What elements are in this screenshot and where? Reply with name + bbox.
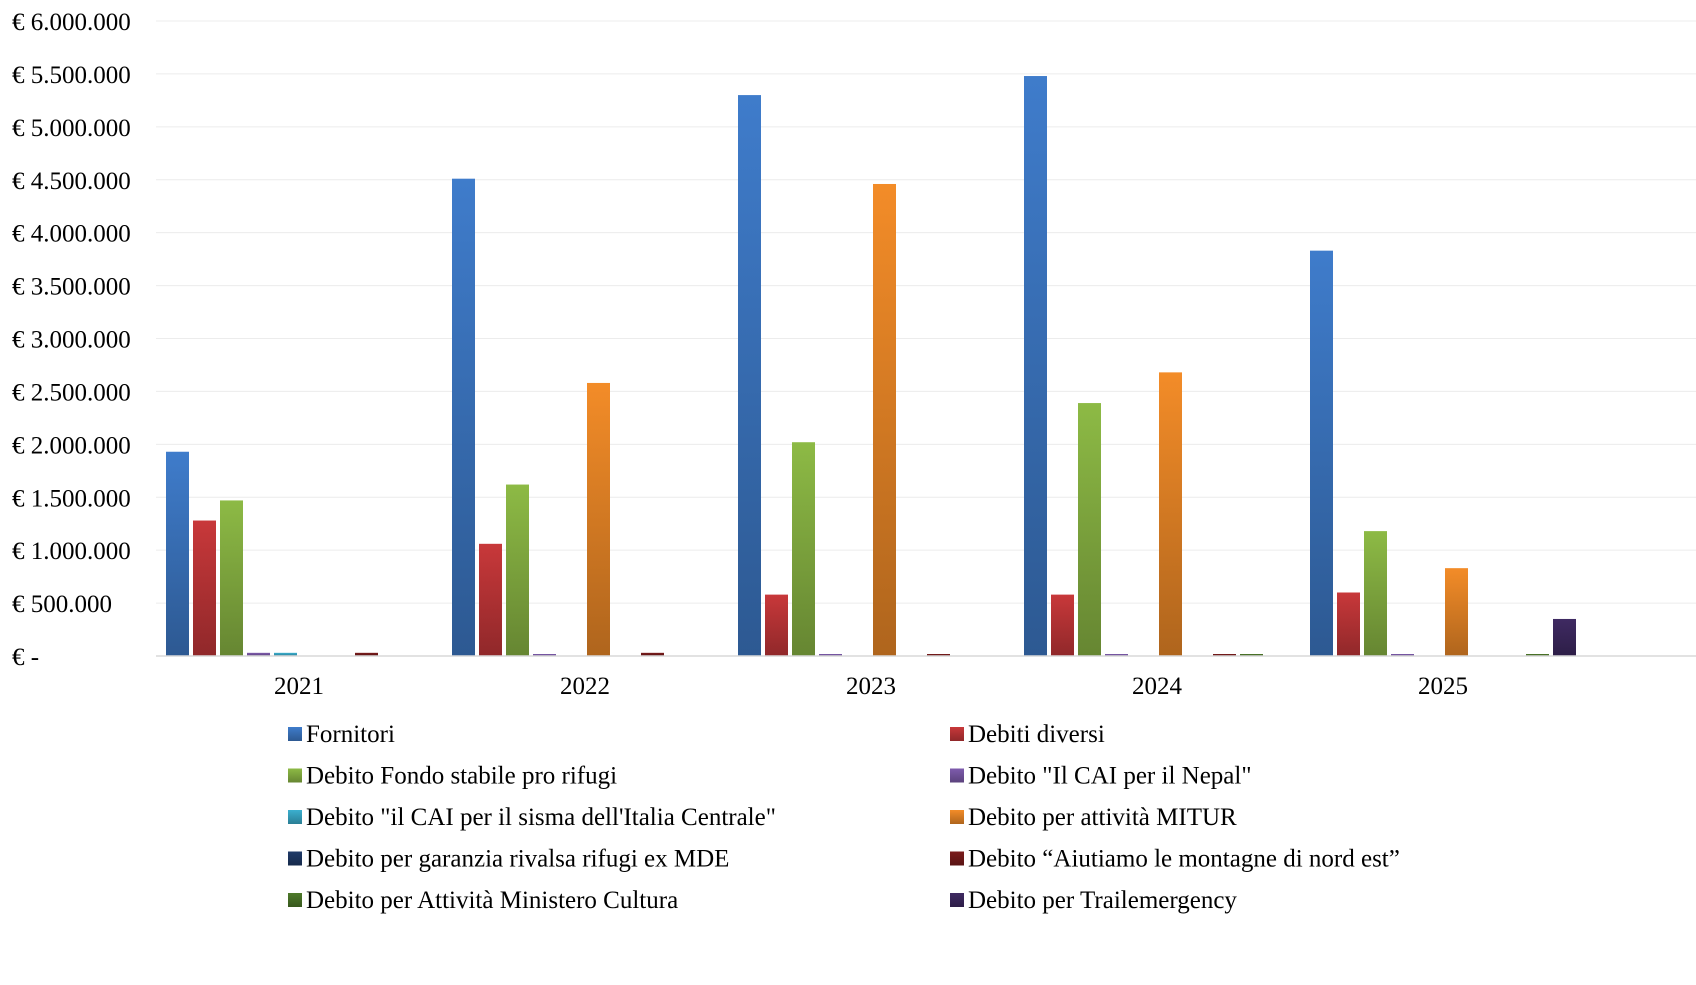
legend-item: Debito per Attività Ministero Cultura: [288, 887, 678, 914]
y-tick-label: € 5.500.000: [12, 62, 131, 89]
bar-2025-series-4: [1391, 654, 1414, 656]
legend-label: Debito per attività MITUR: [968, 804, 1237, 831]
y-tick-label: € 2.500.000: [12, 379, 131, 406]
bar-2022-series-2: [479, 543, 502, 656]
bar-2025-series-3: [1364, 531, 1387, 656]
x-axis-category-labels: 2021 2022 2023 2024 2025: [274, 673, 1468, 700]
bar-2023-series-3: [792, 442, 815, 656]
legend-item: Debito per garanzia rivalsa rifugi ex MD…: [288, 846, 729, 873]
category-label: 2022: [560, 673, 610, 700]
legend-swatch: [950, 851, 964, 866]
bar-2024-series-6: [1159, 372, 1182, 656]
y-tick-label: € 1.500.000: [12, 485, 131, 512]
y-tick-label: € 500.000: [12, 591, 112, 618]
bar-2025-series-1: [1310, 250, 1333, 657]
bar-2024-series-8: [1213, 654, 1236, 656]
bar-2024-series-1: [1024, 76, 1047, 657]
y-tick-label: € 4.000.000: [12, 221, 131, 248]
legend-swatch: [950, 893, 964, 907]
category-label: 2024: [1132, 673, 1183, 700]
bar-2021-series-5: [274, 652, 297, 656]
bar-2023-series-6: [873, 183, 896, 656]
legend-swatch: [288, 810, 302, 824]
bar-2024-series-4: [1105, 654, 1128, 656]
legend-item: Debiti diversi: [950, 721, 1105, 748]
bars: [166, 76, 1576, 657]
legend-item: Debito "Il CAI per il Nepal": [950, 763, 1252, 790]
legend-swatch: [288, 893, 302, 907]
legend-item: Debito "il CAI per il sisma dell'Italia …: [288, 804, 776, 831]
legend-swatch: [288, 768, 302, 783]
legend-label: Debito "Il CAI per il Nepal": [968, 763, 1252, 790]
bar-2022-series-4: [533, 654, 556, 656]
category-label: 2023: [846, 673, 896, 700]
bar-2023-series-2: [765, 594, 788, 656]
bar-2021-series-3: [220, 500, 243, 656]
bar-2021-series-2: [193, 520, 216, 656]
legend-label: Debito per garanzia rivalsa rifugi ex MD…: [306, 846, 729, 873]
y-axis-tick-labels: € - € 500.000 € 1.000.000 € 1.500.000 € 2.00…: [12, 9, 131, 671]
legend-label: Debito per Attività Ministero Cultura: [306, 887, 678, 914]
legend-item: Debito Fondo stabile pro rifugi: [288, 763, 617, 790]
bar-2023-series-8: [927, 654, 950, 656]
y-tick-label: € -: [12, 644, 39, 671]
bar-2023-series-1: [738, 95, 761, 657]
y-tick-label: € 3.500.000: [12, 274, 131, 301]
legend: Fornitori Debiti diversi Debito Fondo stab…: [288, 721, 1400, 914]
legend-label: Debito “Aiutiamo le montagne di nord est…: [968, 846, 1400, 873]
legend-swatch: [288, 727, 302, 741]
bar-2025-series-9: [1526, 654, 1549, 656]
bar-2024-series-9: [1240, 654, 1263, 656]
bar-2022-series-3: [506, 484, 529, 656]
y-tick-label: € 4.500.000: [12, 168, 131, 195]
legend-swatch: [950, 727, 964, 741]
bar-2025-series-6: [1445, 568, 1468, 656]
legend-label: Fornitori: [306, 721, 395, 748]
legend-swatch: [288, 851, 302, 866]
bar-2025-series-2: [1337, 592, 1360, 656]
legend-item: Fornitori: [288, 721, 395, 748]
bar-2021-series-4: [247, 652, 270, 656]
y-tick-label: € 1.000.000: [12, 538, 131, 565]
y-tick-label: € 2.000.000: [12, 432, 131, 459]
bar-2021-series-8: [355, 652, 378, 656]
category-label: 2021: [274, 673, 324, 700]
bar-2024-series-3: [1078, 403, 1101, 656]
bar-2024-series-2: [1051, 594, 1074, 656]
y-tick-label: € 6.000.000: [12, 9, 131, 36]
category-label: 2025: [1418, 673, 1468, 700]
gridlines: [156, 20, 1696, 604]
legend-label: Debito "il CAI per il sisma dell'Italia …: [306, 804, 776, 831]
legend-label: Debito per Trailemergency: [968, 887, 1237, 914]
legend-swatch: [950, 810, 964, 824]
bar-2022-series-6: [587, 382, 610, 656]
legend-label: Debiti diversi: [968, 721, 1105, 748]
bar-2022-series-1: [452, 178, 475, 657]
bar-2025-series-10: [1553, 618, 1576, 656]
y-tick-label: € 5.000.000: [12, 115, 131, 142]
legend-label: Debito Fondo stabile pro rifugi: [306, 763, 617, 790]
y-tick-label: € 3.000.000: [12, 327, 131, 354]
legend-item: Debito per Trailemergency: [950, 887, 1237, 914]
legend-swatch: [950, 768, 964, 783]
bar-2022-series-8: [641, 652, 664, 656]
legend-item: Debito per attività MITUR: [950, 804, 1237, 831]
legend-item: Debito “Aiutiamo le montagne di nord est…: [950, 846, 1400, 873]
bar-2021-series-1: [166, 451, 189, 656]
bar-2023-series-4: [819, 654, 842, 656]
